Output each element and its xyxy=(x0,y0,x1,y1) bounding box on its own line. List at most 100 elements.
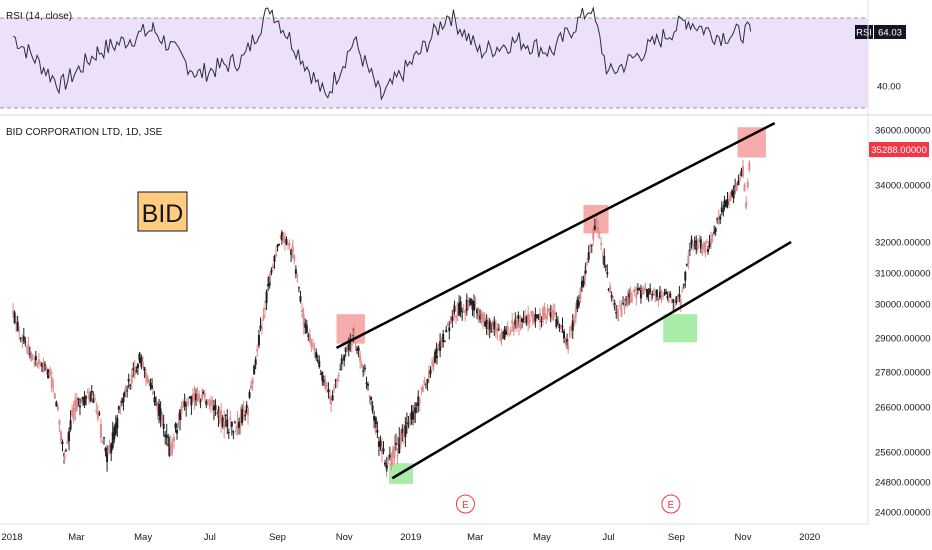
candle xyxy=(143,366,146,378)
candle xyxy=(122,392,125,411)
candle xyxy=(542,305,545,326)
earnings-marker[interactable]: E xyxy=(661,494,681,514)
candle xyxy=(374,416,377,428)
candle xyxy=(535,314,538,319)
candle xyxy=(330,397,333,413)
candle xyxy=(273,254,276,269)
candles xyxy=(12,159,751,477)
candle xyxy=(530,310,533,318)
candle xyxy=(658,285,661,300)
candle xyxy=(451,309,454,328)
candle xyxy=(244,410,247,421)
rsi-badge: RSI 64.03 xyxy=(855,25,906,39)
candle xyxy=(612,295,615,308)
candle xyxy=(442,329,445,348)
candle xyxy=(193,385,196,410)
price-tick-label: 30000.00000 xyxy=(875,300,930,311)
channel-upper-line[interactable] xyxy=(335,122,776,350)
candle xyxy=(601,251,604,264)
candle xyxy=(693,236,696,250)
candle xyxy=(49,366,52,377)
candle xyxy=(445,325,448,333)
candle xyxy=(33,356,36,368)
candle xyxy=(384,459,387,467)
candle xyxy=(681,286,684,294)
candle xyxy=(382,441,385,455)
candle xyxy=(431,357,434,371)
candle xyxy=(66,432,69,445)
candle xyxy=(593,218,596,231)
candle xyxy=(604,264,607,272)
candle xyxy=(188,395,191,400)
candle xyxy=(238,417,241,435)
candle xyxy=(398,427,401,454)
candle xyxy=(482,311,485,329)
candle xyxy=(679,295,682,313)
candle xyxy=(198,390,201,405)
candle xyxy=(625,295,628,306)
candle xyxy=(405,412,408,434)
candle xyxy=(276,243,279,252)
rsi-badge-value: 64.03 xyxy=(878,28,902,39)
candle xyxy=(418,396,421,412)
candle xyxy=(675,295,678,305)
candle xyxy=(670,296,673,304)
candle xyxy=(583,265,586,288)
candle xyxy=(182,399,185,409)
candle xyxy=(196,386,199,402)
candle xyxy=(133,359,136,379)
candle xyxy=(729,191,732,202)
candle xyxy=(165,423,168,446)
candle xyxy=(511,313,514,332)
earnings-marker[interactable]: E xyxy=(455,494,475,514)
candle xyxy=(527,305,530,332)
candle xyxy=(494,319,497,339)
candle xyxy=(151,387,154,395)
candle xyxy=(643,284,646,295)
candle xyxy=(293,254,296,265)
candle xyxy=(561,317,564,333)
candle xyxy=(376,421,379,438)
candle xyxy=(592,226,595,246)
candle xyxy=(488,318,491,339)
candle xyxy=(732,185,735,204)
candle xyxy=(346,344,349,353)
candle xyxy=(135,366,138,374)
candle xyxy=(564,337,567,347)
candle xyxy=(552,303,555,322)
candle xyxy=(424,383,427,389)
candle xyxy=(512,322,515,336)
candle xyxy=(412,404,415,426)
time-tick-label: 2019 xyxy=(400,532,421,543)
price-tick-label: 24000.00000 xyxy=(875,508,930,519)
candle xyxy=(325,381,328,393)
candle xyxy=(212,400,215,421)
candle xyxy=(187,397,190,408)
channel-lower-line[interactable] xyxy=(391,240,792,480)
price-tick-label: 36000.00000 xyxy=(875,126,930,137)
time-tick-label: Nov xyxy=(735,532,752,543)
candle xyxy=(716,217,719,224)
candle xyxy=(723,195,726,211)
price-tick-label: 29000.00000 xyxy=(875,334,930,345)
candle xyxy=(52,379,55,394)
candle xyxy=(371,400,374,414)
candle xyxy=(738,172,741,182)
candle xyxy=(469,298,472,306)
candle xyxy=(294,265,297,279)
candle xyxy=(580,276,583,292)
candle xyxy=(524,309,527,325)
candle xyxy=(15,315,18,333)
candle xyxy=(641,287,644,296)
candle xyxy=(543,302,546,320)
candle xyxy=(740,167,743,177)
candle xyxy=(13,310,16,324)
candle xyxy=(692,242,695,252)
candle xyxy=(410,405,413,425)
price-axis: 36000.00000 34000.00000 32000.00000 31000.0… xyxy=(875,126,930,519)
candle xyxy=(714,226,717,236)
candle xyxy=(241,404,244,426)
candle xyxy=(156,401,159,420)
candle xyxy=(623,298,626,315)
candle xyxy=(363,364,366,372)
